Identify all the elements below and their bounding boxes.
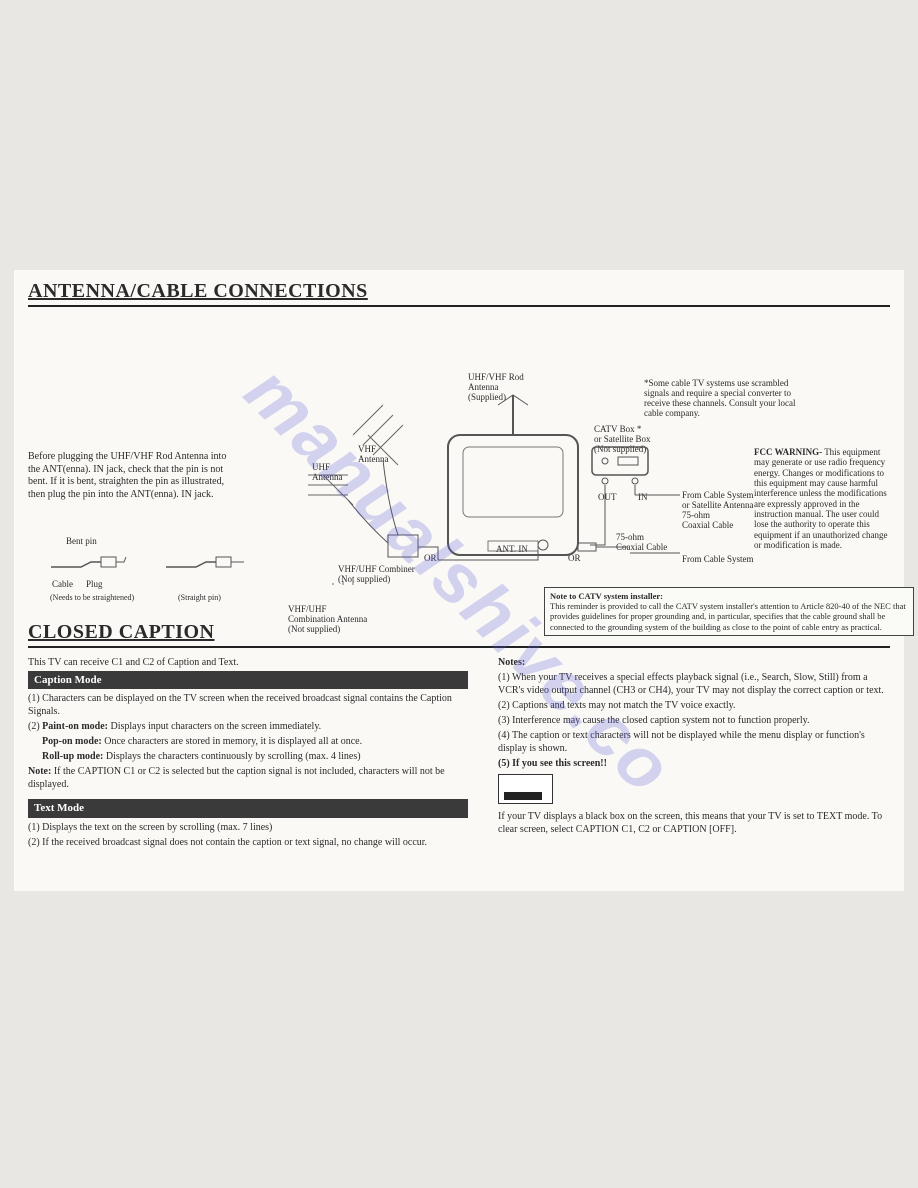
notes-heading: Notes: [498, 656, 890, 669]
black-box-icon [498, 774, 553, 804]
note-1: (1) When your TV receives a special effe… [498, 671, 890, 697]
note-3: (3) Interference may cause the closed ca… [498, 714, 890, 727]
rod-instructions: Before plugging the UHF/VHF Rod Antenna … [28, 451, 238, 501]
catv-note-title: Note to CATV system installer: [550, 591, 663, 601]
caption-item-2-roll: Roll-up mode: Displays the characters co… [28, 750, 468, 763]
caption-item-2-paint: (2) Paint-on mode: Displays input charac… [28, 720, 468, 733]
antenna-heading: ANTENNA/CABLE CONNECTIONS [28, 280, 890, 307]
manual-page: manualshive.co ANTENNA/CABLE CONNECTIONS… [14, 270, 904, 891]
caption-mode-bar: Caption Mode [28, 671, 468, 689]
straight-pin-label: (Straight pin) [178, 593, 221, 603]
text-item-2: (2) If the received broadcast signal doe… [28, 836, 468, 849]
catv-note-body: This reminder is provided to call the CA… [550, 601, 906, 631]
note-5-label: (5) If you see this screen!! [498, 757, 890, 770]
antenna-diagram-area: UHF/VHF Rod Antenna (Supplied) *Some cab… [28, 315, 890, 615]
cc-intro: This TV can receive C1 and C2 of Caption… [28, 656, 468, 669]
cc-left-col: This TV can receive C1 and C2 of Caption… [28, 656, 468, 851]
cc-right-col: Notes: (1) When your TV receives a speci… [498, 656, 890, 851]
cc-columns: This TV can receive C1 and C2 of Caption… [28, 656, 890, 851]
text-mode-bar: Text Mode [28, 799, 468, 817]
caption-note: Note: If the CAPTION C1 or C2 is selecte… [28, 765, 468, 791]
catv-installer-note: Note to CATV system installer: This remi… [544, 587, 914, 636]
caption-item-2-pop: Pop-on mode: Once characters are stored … [28, 735, 468, 748]
note-2: (2) Captions and texts may not match the… [498, 699, 890, 712]
note-4: (4) The caption or text characters will … [498, 729, 890, 755]
pin-diagram-icon [46, 537, 246, 587]
caption-item-1: (1) Characters can be displayed on the T… [28, 692, 468, 718]
text-item-1: (1) Displays the text on the screen by s… [28, 821, 468, 834]
note-5-body: If your TV displays a black box on the s… [498, 810, 890, 836]
needs-straightened-label: (Needs to be straightened) [50, 593, 134, 603]
combo-antenna-label: VHF/UHF Combination Antenna (Not supplie… [288, 605, 408, 635]
cable-lines-icon [590, 445, 790, 575]
